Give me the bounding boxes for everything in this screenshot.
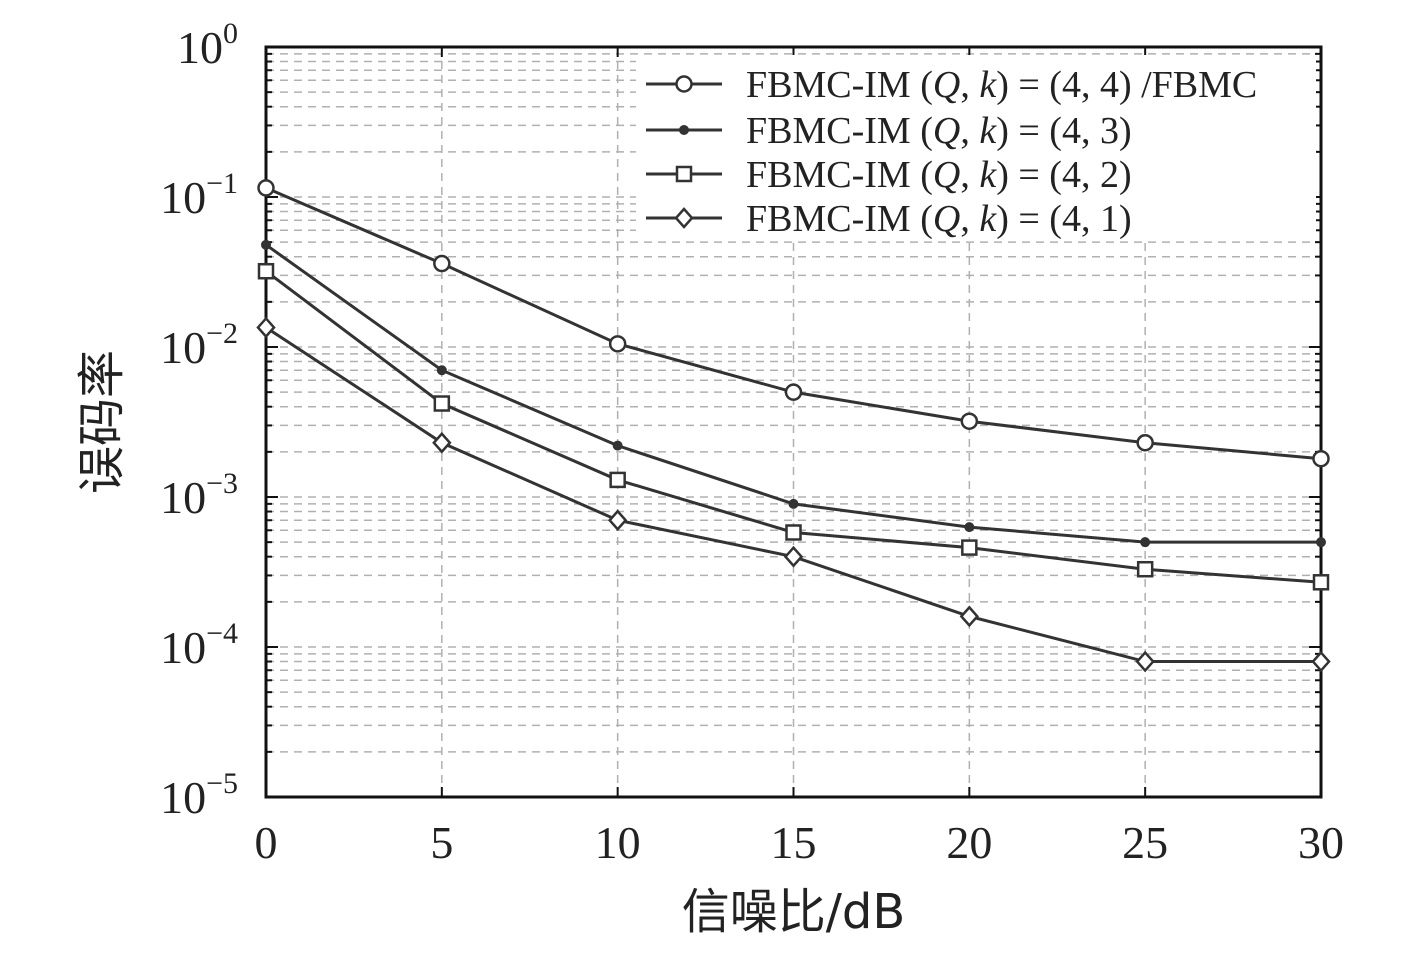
dot-marker	[1140, 537, 1151, 548]
y-tick-label-base: 10	[160, 622, 206, 673]
legend-label: FBMC-IM (Q, k) = (4, 4) /FBMC	[746, 64, 1257, 106]
y-tick-label: 10−2	[160, 317, 238, 373]
x-tick-label: 5	[430, 817, 453, 868]
square-marker	[1312, 574, 1330, 591]
y-tick-label-exponent: −5	[206, 767, 238, 800]
legend-label: FBMC-IM (Q, k) = (4, 2)	[746, 154, 1132, 196]
x-tick-label: 20	[946, 817, 992, 868]
diamond-marker	[1135, 650, 1155, 673]
series-3	[257, 262, 1330, 591]
dot-marker	[679, 125, 689, 135]
legend-label-part: ) = (4, 3)	[996, 110, 1131, 152]
dot-marker	[436, 365, 447, 376]
x-tick-label: 0	[255, 817, 278, 868]
circle-marker	[1136, 433, 1154, 452]
x-tick-label: 10	[595, 817, 641, 868]
circle-marker	[960, 412, 979, 430]
legend-label: FBMC-IM (Q, k) = (4, 3)	[746, 110, 1132, 152]
circle-marker	[433, 254, 451, 273]
diamond-marker	[607, 509, 628, 532]
square-marker	[785, 524, 802, 541]
square-marker	[609, 471, 626, 489]
legend-label: FBMC-IM (Q, k) = (4, 1)	[746, 198, 1132, 240]
legend-label-part: FBMC-IM (	[746, 198, 933, 240]
circle-marker	[608, 335, 627, 353]
legend-label-part: k	[979, 154, 997, 196]
diamond-marker	[432, 431, 452, 454]
legend-label-part: ) = (4, 1)	[996, 198, 1131, 240]
y-tick-label: 10−4	[160, 617, 238, 673]
legend-box	[636, 55, 1316, 240]
grid-lines	[266, 47, 1321, 797]
series-layer	[256, 179, 1331, 673]
legend-entry-4: FBMC-IM (Q, k) = (4, 1)	[646, 198, 1132, 240]
dot-marker	[788, 498, 799, 509]
legend-label-part: FBMC-IM (	[746, 64, 933, 106]
y-tick-label-base: 10	[160, 322, 206, 373]
dot-marker	[1316, 537, 1326, 548]
circle-marker	[784, 383, 803, 401]
x-tick-labels: 0 5 10 15 20 25 30	[255, 817, 1345, 868]
square-marker	[961, 539, 978, 556]
square-marker	[433, 395, 451, 412]
circle-marker	[1312, 449, 1330, 468]
legend-entry-2: FBMC-IM (Q, k) = (4, 3)	[646, 110, 1132, 152]
legend-entry-3: FBMC-IM (Q, k) = (4, 2)	[646, 154, 1132, 196]
series-1	[257, 179, 1330, 468]
legend-label-part: ,	[960, 198, 979, 240]
y-tick-label: 100	[177, 17, 238, 73]
legend-label-part: FBMC-IM (	[746, 110, 933, 152]
dot-marker	[261, 239, 271, 250]
legend-label-part: ,	[960, 110, 979, 152]
legend-label-part: FBMC-IM (	[746, 154, 933, 196]
legend-label-part: ) = (4, 2)	[996, 154, 1131, 196]
dot-marker	[964, 522, 975, 533]
legend-label-part: k	[979, 198, 997, 240]
square-marker	[257, 262, 275, 280]
legend-label-part: ,	[960, 154, 979, 196]
y-tick-label: 10−5	[160, 767, 238, 823]
y-tick-label-exponent: −2	[206, 317, 238, 350]
diamond-marker	[959, 605, 980, 628]
y-tick-label-base: 10	[177, 22, 223, 73]
x-axis-label: 信噪比/dB	[682, 884, 906, 940]
x-tick-label: 30	[1298, 817, 1344, 868]
circle-marker	[257, 179, 275, 197]
y-tick-label-exponent: −4	[206, 617, 238, 650]
legend-label-part: ,	[960, 64, 979, 106]
square-marker	[675, 165, 693, 183]
x-tick-label: 15	[771, 817, 817, 868]
y-tick-label-exponent: 0	[223, 17, 238, 50]
y-tick-label-exponent: −3	[206, 467, 238, 500]
dot-marker	[612, 440, 623, 451]
diamond-marker	[783, 545, 804, 568]
y-tick-label-base: 10	[160, 472, 206, 523]
legend-label-part: Q	[933, 110, 960, 152]
x-tick-label: 25	[1122, 817, 1168, 868]
square-marker	[1136, 560, 1154, 578]
y-tick-label: 10−1	[160, 167, 238, 223]
legend-entry-1: FBMC-IM (Q, k) = (4, 4) /FBMC	[646, 64, 1257, 106]
diamond-marker	[1311, 650, 1331, 673]
y-tick-label-base: 10	[160, 172, 206, 223]
series-2	[261, 239, 1326, 548]
y-axis-label: 误码率	[74, 350, 130, 494]
y-tick-label-base: 10	[160, 772, 206, 823]
legend-label-part: Q	[933, 64, 960, 106]
series-4	[256, 316, 1331, 673]
legend-label-part: k	[979, 110, 997, 152]
legend-label-part: Q	[933, 154, 960, 196]
legend-label-part: ) = (4, 4) /FBMC	[996, 64, 1257, 106]
diamond-marker	[256, 316, 276, 339]
legend-label-part: Q	[933, 198, 960, 240]
circle-marker	[675, 75, 693, 93]
y-tick-label-exponent: −1	[206, 167, 238, 200]
axis-ticks	[265, 46, 1322, 798]
diamond-marker	[674, 207, 694, 229]
y-tick-label: 10−3	[160, 467, 238, 523]
legend-label-part: k	[979, 64, 997, 106]
